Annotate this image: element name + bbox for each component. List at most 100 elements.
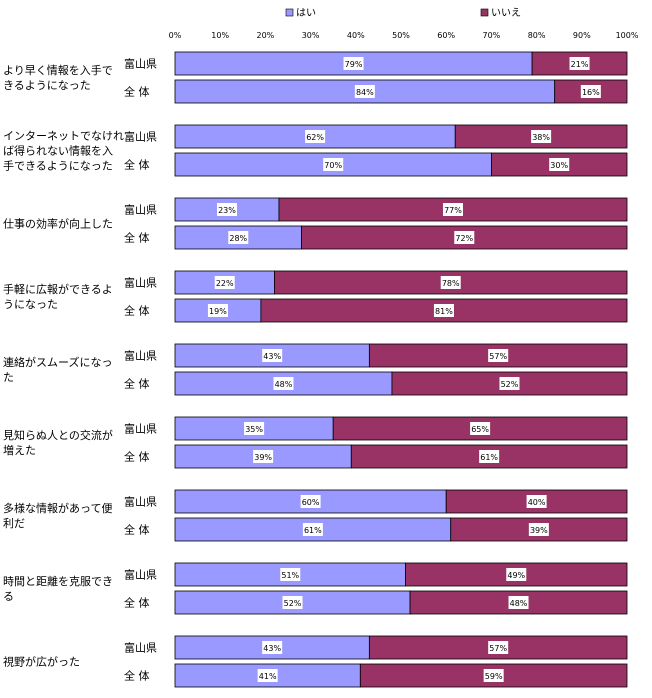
data-label-yes-box [207,304,228,317]
data-label-no: 52% [501,380,519,389]
category-label: うになった [3,298,58,311]
legend-swatch-no [480,8,489,17]
data-label-yes-box [280,568,301,581]
category-label: 見知らぬ人との交流が [3,428,113,442]
data-label-yes: 60% [302,498,320,507]
data-label-no-box [528,523,549,536]
data-label-yes: 84% [356,88,374,97]
data-label-yes: 43% [263,352,281,361]
data-label-no-box [442,203,463,216]
data-label-no: 40% [528,498,546,507]
x-tick-label: 40% [347,31,365,40]
data-label-no-box [479,450,500,463]
data-label-yes-box [300,495,321,508]
data-label-yes: 61% [304,526,322,535]
data-label-yes-box [262,349,283,362]
data-label-yes-box [282,596,303,609]
data-label-no-box [433,304,454,317]
data-label-yes-box [323,158,344,171]
data-label-no: 57% [489,644,507,653]
data-label-yes-box [244,422,265,435]
data-label-no: 81% [435,307,453,316]
data-label-no: 48% [510,599,528,608]
x-axis-ticks: 0% 10% 20% 30% 40% 50% 60% 70% 80% 90% 100% [169,31,639,40]
data-label-no-box [508,596,529,609]
data-label-yes: 19% [209,307,227,316]
data-label-yes: 48% [275,380,293,389]
x-tick-label: 80% [528,31,546,40]
x-tick-label: 30% [302,31,320,40]
data-label-yes: 35% [245,425,263,434]
x-tick-label: 100% [616,31,639,40]
data-label-no-box [440,276,461,289]
row-label: 全 体 [124,231,150,245]
row-label: 全 体 [124,450,150,464]
data-label-yes-box [262,641,283,654]
data-label-no-box [483,669,504,682]
bar-group: 視野が広がった 富山県 43% 57% 全 体 41% 59% [3,635,628,688]
data-label-no-box [526,495,547,508]
data-label-no: 38% [532,133,550,142]
row-label: 富山県 [124,641,157,655]
row-label: 富山県 [124,130,157,144]
data-label-yes-box [273,377,294,390]
data-label-no: 61% [480,453,498,462]
row-label: 全 体 [124,523,150,537]
row-label: 全 体 [124,85,150,99]
data-label-no: 78% [442,279,460,288]
data-label-no: 21% [571,60,589,69]
row-label: 全 体 [124,669,150,683]
category-label: 手軽に広報ができるよ [3,282,113,296]
data-label-yes: 41% [259,672,277,681]
data-label-no-box [488,641,509,654]
category-label: 多様な情報があって便 [3,501,112,515]
row-label: 全 体 [124,158,150,172]
data-label-yes: 22% [216,279,234,288]
data-label-yes-box [214,276,235,289]
data-label-no-box [580,85,601,98]
data-label-no-box [454,231,475,244]
row-label: 富山県 [124,422,157,436]
x-tick-label: 70% [483,31,501,40]
x-tick-label: 10% [211,31,229,40]
data-label-yes-box [305,130,326,143]
x-tick-label: 20% [257,31,275,40]
category-label: る [3,590,14,603]
category-label: インターネットでなけれ [3,130,124,143]
data-label-yes: 79% [345,60,363,69]
data-label-no: 49% [507,571,525,580]
category-label: 仕事の効率が向上した [3,217,113,231]
data-label-no: 59% [485,672,503,681]
row-label: 富山県 [124,57,157,71]
data-label-yes: 52% [284,599,302,608]
category-label: ば得られない情報を入 [3,145,113,158]
category-label: 利だ [3,517,25,530]
data-label-no: 65% [471,425,489,434]
category-label: た [3,371,14,384]
data-label-no-box [499,377,520,390]
category-label: 時間と距離を克服でき [3,574,113,588]
row-label: 富山県 [124,349,157,363]
row-label: 富山県 [124,276,157,290]
data-label-yes: 51% [281,571,299,580]
data-label-yes: 70% [324,161,342,170]
row-label: 全 体 [124,377,150,391]
category-label: 連絡がスムーズになっ [3,355,112,369]
data-label-yes-box [257,669,278,682]
data-label-yes-box [302,523,323,536]
data-label-yes-box [354,85,375,98]
data-label-yes: 62% [306,133,324,142]
x-tick-label: 0% [169,31,182,40]
x-tick-label: 60% [437,31,455,40]
x-tick-label: 50% [392,31,410,40]
legend-label-yes: はい [296,7,316,19]
data-label-yes-box [253,450,274,463]
